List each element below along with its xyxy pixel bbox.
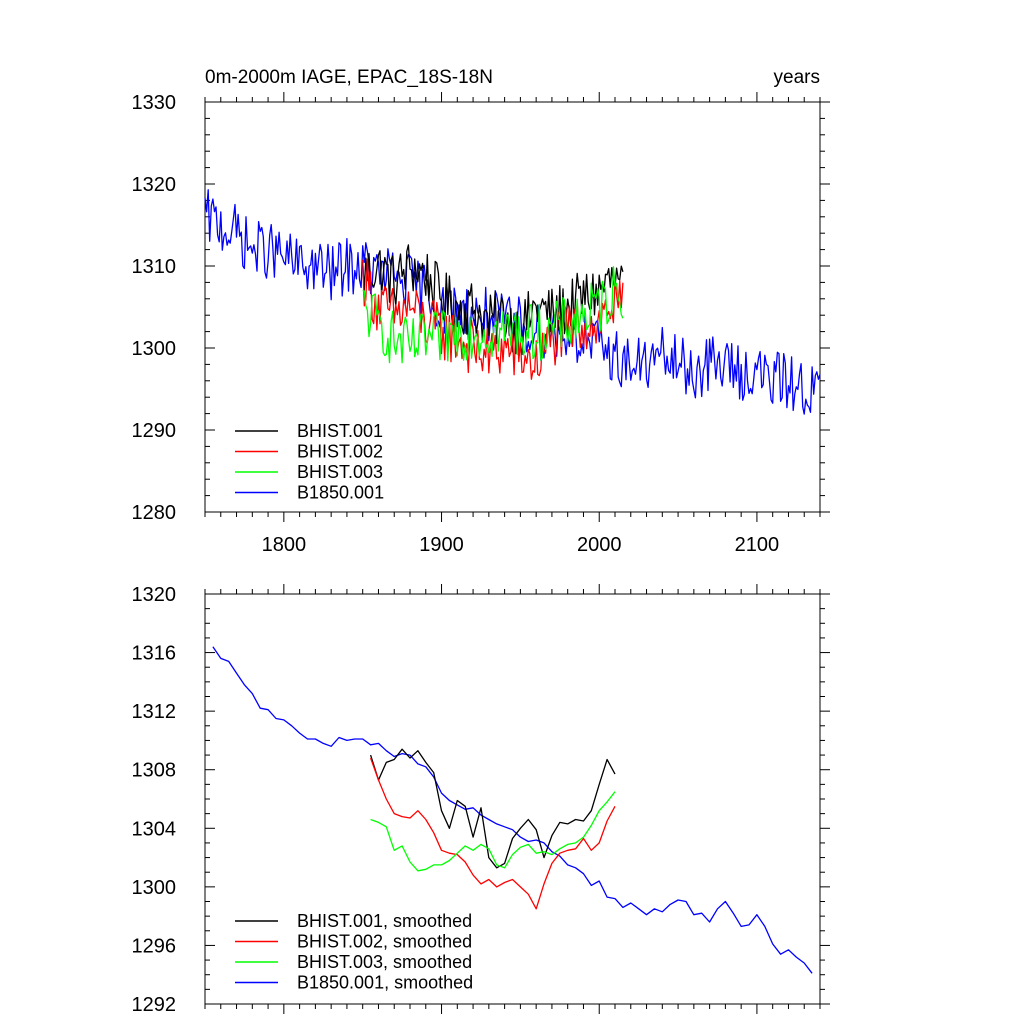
- y-tick-label: 1330: [132, 92, 177, 114]
- x-tick-label: 2100: [735, 534, 780, 556]
- x-tick-label: 1800: [262, 534, 307, 556]
- series-line-3: [370, 791, 616, 872]
- y-tick-label: 1296: [132, 935, 177, 957]
- series-line-4: [204, 189, 821, 415]
- y-tick-label: 1320: [132, 584, 177, 606]
- legend-label: BHIST.002, smoothed: [297, 932, 472, 952]
- legend-label: BHIST.003, smoothed: [297, 952, 472, 972]
- y-tick-label: 1290: [132, 420, 177, 442]
- x-tick-label: 2000: [577, 534, 622, 556]
- y-tick-label: 1316: [132, 643, 177, 665]
- y-tick-label: 1292: [132, 994, 177, 1016]
- bottom-chart-panel: 1292 1296 1300 1304 1308 1312 1316 1320 BHIST.0…: [132, 584, 830, 1016]
- x-tick-label: 1900: [419, 534, 464, 556]
- bottom-axis-ticks: 1292 1296 1300 1304 1308 1312 1316 1320: [132, 584, 830, 1016]
- top-series-group: [204, 189, 821, 415]
- top-chart-title: 0m-2000m IAGE, EPAC_18S-18N: [205, 67, 493, 88]
- legend-label: BHIST.001: [297, 421, 383, 441]
- y-tick-label: 1300: [132, 338, 177, 360]
- y-tick-label: 1300: [132, 877, 177, 899]
- y-tick-label: 1320: [132, 174, 177, 196]
- series-line-2: [369, 757, 616, 910]
- legend-label: BHIST.003: [297, 462, 383, 482]
- legend-label: B1850.001, smoothed: [297, 973, 473, 993]
- series-line-1: [369, 748, 616, 869]
- y-tick-label: 1304: [132, 818, 177, 840]
- y-tick-label: 1308: [132, 760, 177, 782]
- series-line-3: [362, 266, 624, 364]
- legend-label: B1850.001: [297, 483, 384, 503]
- legend-label: BHIST.002: [297, 442, 383, 462]
- bottom-series-group: [212, 646, 813, 974]
- top-plot-frame: [204, 101, 821, 513]
- legend-label: BHIST.001, smoothed: [297, 911, 472, 931]
- y-tick-label: 1280: [132, 502, 177, 524]
- y-tick-label: 1312: [132, 701, 177, 723]
- series-line-4: [212, 646, 813, 974]
- series-line-1: [362, 244, 624, 358]
- y-tick-label: 1310: [132, 256, 177, 278]
- top-chart-panel: 0m-2000m IAGE, EPAC_18S-18N years 1800 19…: [132, 67, 830, 556]
- top-axis-ticks: 1800 1900 2000 2100 1280 1290 1300 1310 1320 1330: [132, 92, 830, 556]
- top-chart-units: years: [774, 67, 820, 88]
